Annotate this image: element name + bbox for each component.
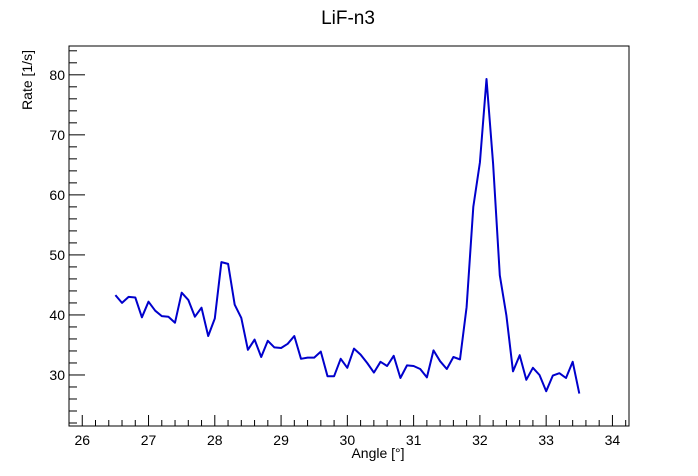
x-tick-label: 31 — [406, 432, 422, 448]
data-point — [552, 375, 554, 377]
data-point — [154, 310, 156, 312]
data-point — [333, 375, 335, 377]
y-tick-label: 40 — [49, 307, 65, 323]
x-axis-title: Angle [°] — [351, 445, 404, 461]
y-tick-label: 30 — [49, 367, 65, 383]
data-point — [572, 361, 574, 363]
data-point — [578, 393, 580, 395]
data-point — [492, 163, 494, 165]
data-point — [486, 78, 488, 80]
data-point — [346, 367, 348, 369]
data-point — [201, 307, 203, 309]
data-point — [459, 358, 461, 360]
data-point — [181, 292, 183, 294]
data-point — [307, 357, 309, 359]
data-point — [273, 346, 275, 348]
data-series-line — [114, 78, 581, 394]
data-point — [525, 379, 527, 381]
data-point — [227, 263, 229, 265]
data-point — [446, 368, 448, 370]
data-point — [267, 340, 269, 342]
data-point — [141, 316, 143, 318]
data-point — [187, 299, 189, 301]
x-tick-label: 27 — [141, 432, 157, 448]
data-point — [519, 354, 521, 356]
y-tick-label: 80 — [49, 67, 65, 83]
data-point — [247, 349, 249, 351]
data-point — [148, 301, 150, 303]
data-point — [128, 296, 130, 298]
data-point — [214, 318, 216, 320]
data-point — [558, 372, 560, 374]
data-point — [479, 162, 481, 164]
data-point — [240, 317, 242, 319]
data-point — [360, 354, 362, 356]
data-point — [300, 358, 302, 360]
x-tick-label: 26 — [74, 432, 90, 448]
data-point — [399, 377, 401, 379]
data-point — [565, 377, 567, 379]
data-point — [499, 274, 501, 276]
data-point — [472, 206, 474, 208]
y-axis-title: Rate [1/s] — [19, 50, 35, 110]
data-point — [466, 306, 468, 308]
x-tick-label: 29 — [273, 432, 289, 448]
data-point — [353, 348, 355, 350]
data-point — [114, 294, 116, 296]
data-point — [366, 362, 368, 364]
data-point — [121, 302, 123, 304]
plot-frame — [68, 45, 630, 427]
x-tick-label: 32 — [472, 432, 488, 448]
data-point — [512, 370, 514, 372]
data-point — [413, 365, 415, 367]
data-point — [134, 297, 136, 299]
x-tick-label: 28 — [207, 432, 223, 448]
data-point — [419, 368, 421, 370]
data-point — [439, 360, 441, 362]
data-point — [280, 347, 282, 349]
data-point — [287, 343, 289, 345]
plot-area: 26 27 28 29 30 31 32 33 34 30 40 50 60 70 80 — [49, 45, 630, 448]
data-point — [393, 355, 395, 357]
data-point — [532, 367, 534, 369]
data-point — [320, 351, 322, 353]
data-point — [174, 322, 176, 324]
data-point — [452, 356, 454, 358]
data-point — [207, 335, 209, 337]
data-point — [313, 357, 315, 359]
data-point — [545, 390, 547, 392]
data-point — [161, 315, 163, 317]
data-point — [386, 365, 388, 367]
data-point — [254, 339, 256, 341]
data-point — [426, 376, 428, 378]
y-tick-label: 60 — [49, 187, 65, 203]
data-point — [539, 374, 541, 376]
data-point — [234, 304, 236, 306]
data-point — [220, 261, 222, 263]
data-point — [167, 316, 169, 318]
data-point — [505, 315, 507, 317]
data-point — [406, 364, 408, 366]
data-point — [260, 356, 262, 358]
data-point — [340, 358, 342, 360]
x-tick-label: 34 — [605, 432, 621, 448]
x-tick-label: 33 — [538, 432, 554, 448]
data-point — [373, 372, 375, 374]
y-tick-label: 50 — [49, 247, 65, 263]
data-point — [327, 375, 329, 377]
data-point — [293, 335, 295, 337]
data-point — [194, 316, 196, 318]
y-tick-label: 70 — [49, 127, 65, 143]
x-tick-label: 30 — [340, 432, 356, 448]
data-point — [380, 361, 382, 363]
chart-title: LiF-n3 — [321, 8, 375, 29]
data-point — [433, 349, 435, 351]
